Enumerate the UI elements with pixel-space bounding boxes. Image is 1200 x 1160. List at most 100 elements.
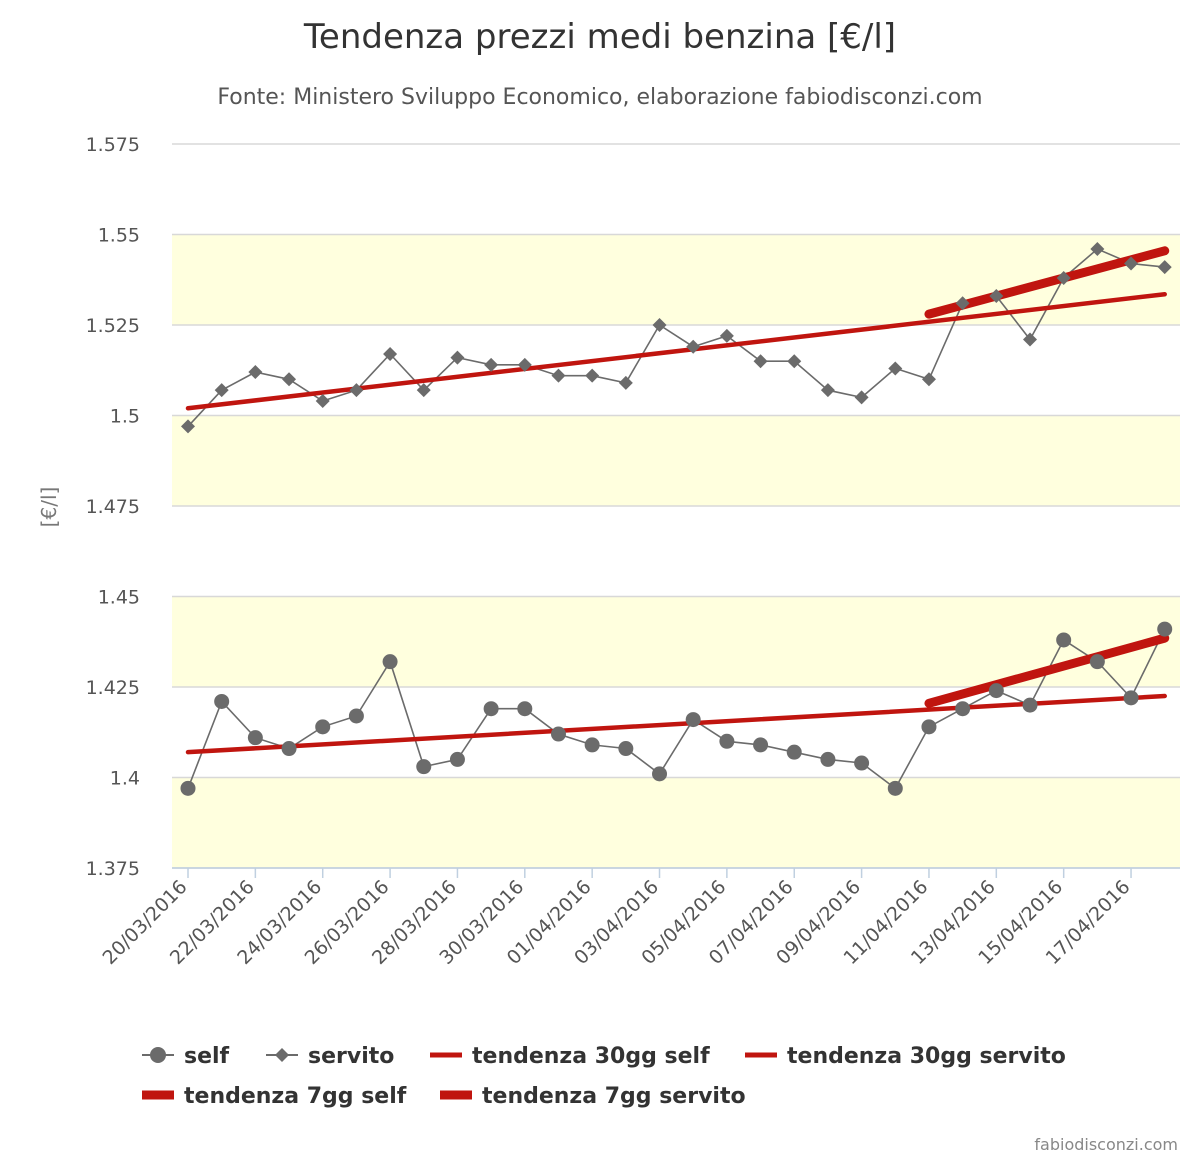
circle-marker [1089, 654, 1105, 670]
diamond-marker [1023, 332, 1037, 347]
plot-bands [172, 234, 1180, 868]
diamond-marker [181, 419, 195, 434]
diamond-marker [585, 368, 600, 383]
diamond-marker [275, 1048, 289, 1062]
circle-marker [483, 701, 499, 717]
diamond-marker [652, 318, 667, 332]
diamond-marker [989, 289, 1004, 304]
circle-marker [449, 751, 465, 767]
diamond-marker [719, 328, 734, 343]
y-tick-label: 1.5 [110, 406, 140, 428]
legend-label: tendenza 7gg self [184, 1084, 407, 1109]
diamond-marker [551, 368, 566, 383]
plot-band-2 [172, 415, 1180, 506]
y-tick-label: 1.575 [86, 134, 140, 156]
legend-symbol-bar [745, 1052, 777, 1058]
series-lines [185, 246, 1170, 790]
diamond-marker [517, 357, 532, 372]
circle-marker [1056, 632, 1072, 648]
circle-marker [618, 741, 634, 757]
circle-marker [281, 741, 297, 757]
diamond-marker [618, 375, 633, 390]
legend-symbol-bar [430, 1052, 462, 1058]
circle-marker [1157, 621, 1173, 637]
plot-band-1 [172, 596, 1180, 687]
legend-item-tendenza-7gg-self[interactable]: tendenza 7gg self [142, 1084, 407, 1109]
diamond-marker [315, 394, 330, 409]
diamond-marker [1056, 270, 1071, 285]
circle-marker [685, 712, 701, 728]
y-tick-label: 1.55 [98, 225, 140, 247]
circle-marker [247, 730, 263, 746]
trend-line-tendenza-7gg-self [924, 633, 1170, 708]
diamond-marker [820, 383, 835, 398]
diamond-marker [416, 383, 431, 398]
plot-band-0 [172, 777, 1180, 868]
circle-marker [955, 701, 971, 717]
circle-marker [584, 737, 600, 753]
circle-marker [382, 654, 398, 670]
y-tick-label: 1.475 [86, 496, 140, 518]
circle-marker [820, 751, 836, 767]
diamond-marker [1124, 256, 1139, 271]
circle-marker [921, 719, 937, 735]
circle-marker [416, 759, 432, 775]
diamond-marker [888, 361, 903, 376]
y-tick-label: 1.45 [98, 587, 140, 609]
y-axis-ticks: 1.375 1.4 1.425 1.45 1.475 1.5 1.525 1.55 1.575 [86, 134, 140, 880]
diamond-marker [383, 346, 398, 361]
circle-marker [315, 719, 331, 735]
circle-marker [753, 737, 769, 753]
legend-item-self[interactable]: self [142, 1044, 230, 1069]
y-tick-label: 1.425 [86, 677, 140, 699]
diamond-marker [686, 339, 701, 354]
circle-marker [988, 683, 1004, 699]
series-line-servito [187, 248, 1165, 427]
diamond-marker [1090, 241, 1105, 256]
y-axis-label: [€/l] [37, 487, 61, 528]
legend: self servito tendenza 30gg self tendenza 30… [142, 1044, 1066, 1109]
legend-label: self [184, 1044, 230, 1069]
chart-subtitle: Fonte: Ministero Sviluppo Economico, ela… [217, 85, 982, 110]
diamond-marker [753, 354, 768, 369]
diamond-marker [484, 357, 499, 372]
series-markers [180, 241, 1173, 796]
circle-marker [180, 780, 196, 796]
diamond-marker [955, 296, 970, 311]
legend-item-tendenza-7gg-servito[interactable]: tendenza 7gg servito [440, 1084, 746, 1109]
circle-marker [550, 726, 566, 742]
circle-marker [854, 755, 870, 771]
circle-marker [348, 708, 364, 724]
diamond-marker [214, 383, 229, 398]
diamond-marker [282, 372, 297, 387]
grid-lines [172, 143, 1180, 869]
trend-line-tendenza-30gg-self [185, 693, 1167, 755]
legend-label: servito [308, 1044, 394, 1069]
circle-marker [214, 693, 230, 709]
legend-item-servito[interactable]: servito [266, 1044, 394, 1069]
legend-circle-marker [150, 1047, 166, 1063]
legend-symbol-bar [440, 1090, 472, 1100]
diamond-marker [1157, 260, 1172, 275]
circle-marker [652, 766, 668, 782]
circle-marker [517, 701, 533, 717]
legend-label: tendenza 30gg self [472, 1044, 710, 1069]
y-tick-label: 1.375 [86, 858, 140, 880]
y-tick-label: 1.525 [86, 315, 140, 337]
circle-marker [1022, 697, 1038, 713]
circle-marker [887, 780, 903, 796]
legend-symbol-bar [142, 1090, 174, 1100]
diamond-marker [450, 350, 465, 365]
credit-text[interactable]: fabiodisconzi.com [1034, 1135, 1178, 1154]
circle-marker [719, 733, 735, 749]
legend-item-tendenza-30gg-self[interactable]: tendenza 30gg self [430, 1044, 710, 1069]
circle-marker [786, 744, 802, 760]
diamond-marker [921, 372, 936, 387]
chart-title: Tendenza prezzi medi benzina [€/l] [303, 17, 896, 57]
legend-item-tendenza-30gg-servito[interactable]: tendenza 30gg servito [745, 1044, 1066, 1069]
circle-marker [1123, 690, 1139, 706]
legend-label: tendenza 7gg servito [482, 1084, 746, 1109]
diamond-marker [787, 354, 802, 369]
diamond-marker [349, 383, 364, 398]
